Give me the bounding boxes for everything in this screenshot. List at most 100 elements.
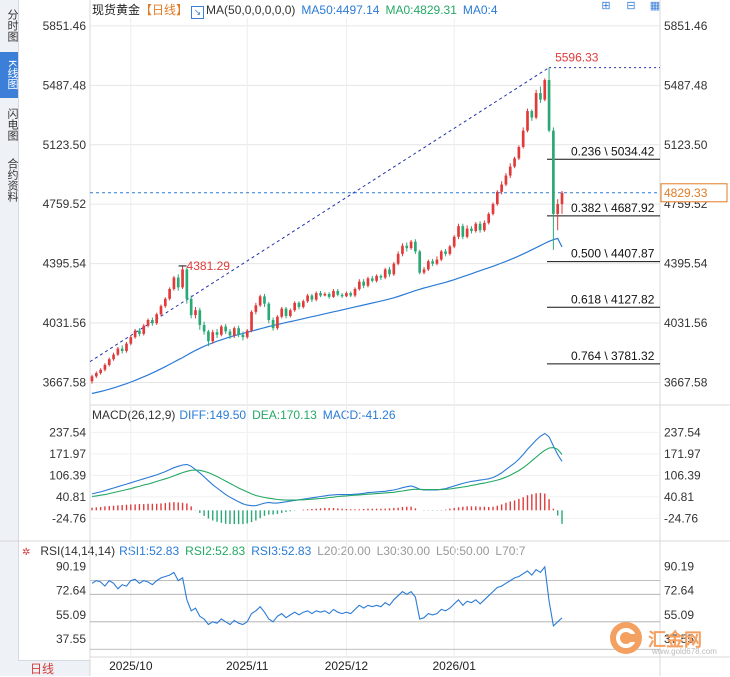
rsi-axis-tick-right: 90.19 — [664, 560, 694, 574]
macd-axis-tick-left: 237.54 — [49, 425, 86, 439]
tab-contract-info[interactable]: 合约资料 — [6, 158, 18, 202]
layout-icon[interactable]: ▦ — [649, 0, 661, 12]
candle-body — [271, 320, 275, 329]
macd-value: MACD:-41.26 — [322, 408, 396, 422]
candle-body — [457, 226, 460, 237]
l50-value: L50:50.00 — [436, 544, 490, 558]
rsi-axis-tick-left: 55.09 — [56, 608, 86, 622]
price-axis-tick-right: 3667.58 — [664, 375, 708, 389]
macd-axis-tick-left: 171.97 — [49, 447, 86, 461]
candle-body — [232, 328, 236, 336]
candle-body — [125, 343, 128, 352]
candle-body — [491, 204, 495, 214]
candle-body — [388, 269, 391, 275]
candle-body — [336, 290, 340, 295]
high-annotation: 5596.33 — [555, 51, 599, 65]
macd-axis-tick-left: 106.39 — [49, 468, 86, 482]
tab-timeshare[interactable]: 分时图 — [6, 8, 18, 42]
fib-level-label: 0.618 \ 4127.82 — [571, 292, 655, 306]
candle-body — [465, 228, 469, 237]
candle-body — [349, 293, 353, 296]
candle-body — [508, 166, 512, 176]
candle-body — [379, 275, 383, 278]
candle-body — [396, 253, 400, 264]
candle-body — [474, 223, 478, 232]
rsi-axis-tick-right: 55.09 — [664, 608, 694, 622]
candle-body — [301, 301, 305, 307]
candle-body — [267, 303, 271, 321]
candle-body — [129, 337, 133, 344]
candle-body — [414, 241, 417, 252]
macd-diff-line — [91, 432, 563, 507]
price-axis-tick-right: 5851.46 — [664, 19, 708, 33]
candle-body — [547, 80, 551, 131]
candle-body — [211, 332, 215, 342]
candle-body — [297, 302, 301, 307]
candle-body — [504, 175, 508, 185]
macd-axis-tick-right: 171.97 — [664, 447, 701, 461]
ma-toggle-icon[interactable]: ↘ — [191, 6, 205, 19]
ma-label: MA(50,0,0,0,0,0) — [206, 3, 296, 17]
candle-body — [422, 269, 426, 273]
fib-level-label: 0.236 \ 5034.42 — [571, 144, 655, 158]
rsi-axis-tick-left: 90.19 — [56, 560, 86, 574]
candle-body — [340, 294, 344, 297]
macd-axis-tick-right: -24.76 — [664, 511, 698, 525]
candle-body — [358, 281, 361, 289]
candle-body — [483, 222, 486, 231]
rsi-settings-icon[interactable]: ✲ — [22, 547, 31, 558]
l70-value: L70:7 — [495, 544, 526, 558]
macd-axis-tick-right: 237.54 — [664, 425, 701, 439]
rsi2-value: RSI2:52.83 — [185, 544, 246, 558]
candle-body — [284, 308, 288, 316]
zoom-out-icon[interactable]: ⊟ — [626, 0, 636, 12]
macd-axis-tick-left: 40.81 — [56, 490, 86, 504]
rsi-line — [91, 565, 563, 628]
candle-body — [353, 288, 357, 296]
candle-body — [293, 302, 296, 311]
rsi3-value: RSI3:52.83 — [251, 544, 312, 558]
ma50-value: MA50:4497.14 — [301, 3, 380, 17]
candle-body — [383, 269, 387, 278]
period-tag: 【日线】 — [140, 3, 189, 17]
macd-axis-tick-left: -24.76 — [52, 511, 86, 525]
candle-body — [560, 192, 564, 205]
candle-body — [112, 354, 115, 360]
period-selector-button[interactable]: 日线 — [18, 660, 90, 676]
candle-body — [306, 295, 309, 302]
candle-body — [220, 326, 223, 335]
watermark-logo — [609, 621, 721, 655]
candle-body — [138, 330, 141, 334]
candle-body — [401, 245, 404, 254]
low-annotation: 4381.29 — [187, 259, 231, 273]
zoom-in-icon[interactable]: ⊞ — [601, 0, 611, 12]
candle-body — [495, 191, 499, 205]
candle-body — [478, 223, 482, 231]
candle-body — [181, 269, 184, 288]
tab-kline[interactable]: K线图 — [0, 52, 18, 98]
candle-body — [258, 296, 262, 306]
dea-value: DEA:170.13 — [252, 408, 317, 422]
candle-body — [500, 184, 503, 192]
diff-value: DIFF:149.50 — [179, 408, 247, 422]
candle-body — [539, 93, 542, 100]
candle-body — [556, 204, 560, 214]
tab-flash[interactable]: 闪电图 — [6, 107, 18, 141]
rsi-axis-tick-left: 37.55 — [56, 632, 86, 646]
candle-body — [517, 146, 521, 159]
macd-label: MACD(26,12,9) — [92, 408, 176, 422]
candle-body — [487, 213, 491, 223]
candle-body — [250, 311, 253, 331]
candle-body — [237, 328, 240, 335]
rsi-axis-tick-left: 72.64 — [56, 584, 86, 598]
candle-body — [185, 269, 189, 299]
candle-body — [133, 330, 137, 338]
candle-body — [202, 324, 206, 332]
candle-body — [452, 236, 456, 247]
price-axis-tick-right: 5487.48 — [664, 78, 708, 92]
candle-body — [310, 295, 314, 300]
candle-body — [189, 298, 193, 316]
candle-body — [263, 296, 266, 304]
candle-body — [159, 306, 163, 315]
